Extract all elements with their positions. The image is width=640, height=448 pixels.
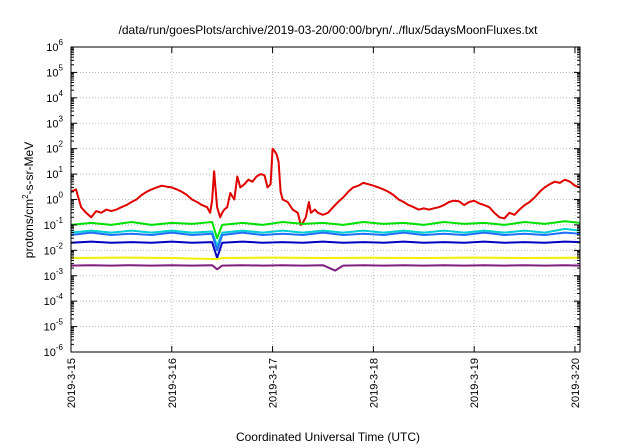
series-line-2 bbox=[70, 220, 581, 240]
series-line-1 bbox=[70, 147, 581, 226]
y-tick-label: 10-2 bbox=[44, 241, 64, 257]
y-tick-label: 103 bbox=[46, 114, 63, 130]
y-tick-label: 101 bbox=[46, 165, 63, 181]
x-tick-label: 2019-3-20 bbox=[570, 358, 582, 408]
x-axis-label: Coordinated Universal Time (UTC) bbox=[236, 430, 420, 444]
y-tick-label: 100 bbox=[46, 191, 63, 207]
y-tick-label: 104 bbox=[46, 89, 63, 105]
y-tick-label: 10-5 bbox=[44, 318, 64, 334]
y-axis-label-rest: -s-sr-MeV bbox=[22, 142, 36, 195]
y-tick-label: 105 bbox=[46, 63, 63, 79]
series-group bbox=[70, 147, 581, 272]
y-axis-label-sup: 2 bbox=[21, 194, 30, 199]
series-line-7 bbox=[70, 264, 581, 272]
y-axis-label-base: protons/cm bbox=[22, 199, 36, 258]
x-tick-label: 2019-3-16 bbox=[167, 358, 179, 408]
y-axis-label: protons/cm2-s-sr-MeV bbox=[21, 142, 36, 258]
series-line-4 bbox=[70, 231, 581, 252]
x-tick-label: 2019-3-19 bbox=[469, 358, 481, 408]
y-tick-label: 10-3 bbox=[44, 267, 64, 283]
y-tick-label: 10-4 bbox=[44, 292, 64, 308]
series-line-3 bbox=[70, 227, 581, 247]
x-tick-label: 2019-3-17 bbox=[268, 358, 280, 408]
y-tick-label: 10-6 bbox=[44, 343, 64, 359]
y-axis: 10-6 10-5 10-4 10-3 10-2 10-1 100 101 102 103 104 1… bbox=[44, 38, 580, 359]
y-tick-label: 106 bbox=[46, 38, 63, 54]
series-line-6 bbox=[70, 256, 581, 261]
x-axis: 2019-3-15 2019-3-16 2019-3-17 2019-3-18 2019… bbox=[66, 47, 582, 408]
x-tick-label: 2019-3-18 bbox=[368, 358, 380, 408]
y-tick-label: 102 bbox=[46, 140, 63, 156]
y-tick-label: 10-1 bbox=[44, 216, 64, 232]
series-line-5 bbox=[70, 240, 581, 259]
x-tick-label: 2019-3-15 bbox=[66, 358, 78, 408]
chart-title: /data/run/goesPlots/archive/2019-03-20/0… bbox=[119, 23, 539, 37]
grid bbox=[71, 47, 580, 352]
